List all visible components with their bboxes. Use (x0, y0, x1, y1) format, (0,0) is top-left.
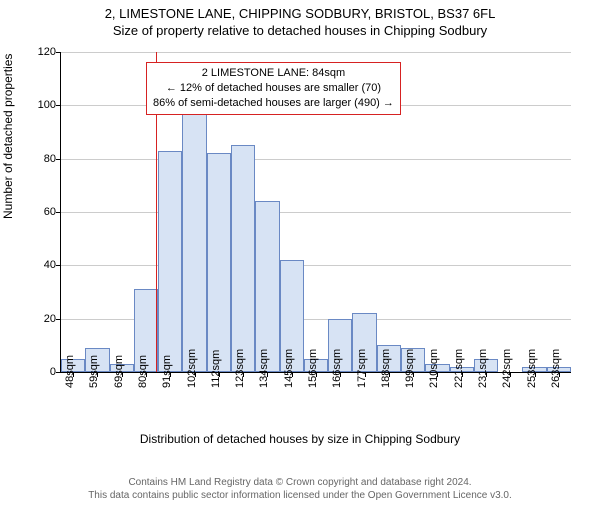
annotation-line: 86% of semi-detached houses are larger (… (153, 96, 394, 111)
plot-area: 48sqm59sqm69sqm80sqm91sqm102sqm112sqm123… (60, 52, 571, 373)
y-tick-label: 60 (26, 206, 56, 218)
y-tick-mark (56, 159, 61, 160)
y-tick-label: 40 (26, 259, 56, 271)
histogram-bar (231, 145, 255, 372)
y-tick-mark (56, 212, 61, 213)
gridline (61, 212, 571, 213)
histogram-bar (207, 153, 231, 372)
y-tick-mark (56, 372, 61, 373)
chart-container: Number of detached properties 48sqm59sqm… (0, 42, 600, 442)
footer-line-2: This data contains public sector informa… (0, 489, 600, 502)
annotation-box: 2 LIMESTONE LANE: 84sqm← 12% of detached… (146, 62, 401, 115)
gridline (61, 159, 571, 160)
histogram-bar (182, 111, 206, 372)
chart-title-description: Size of property relative to detached ho… (0, 23, 600, 38)
y-tick-label: 120 (26, 46, 56, 58)
y-tick-mark (56, 105, 61, 106)
footer-attribution: Contains HM Land Registry data © Crown c… (0, 476, 600, 502)
y-tick-mark (56, 265, 61, 266)
y-tick-label: 100 (26, 99, 56, 111)
annotation-line: ← 12% of detached houses are smaller (70… (153, 81, 394, 96)
y-axis-label: Number of detached properties (1, 54, 15, 219)
gridline (61, 265, 571, 266)
footer-line-1: Contains HM Land Registry data © Crown c… (0, 476, 600, 489)
y-tick-mark (56, 52, 61, 53)
y-tick-mark (56, 319, 61, 320)
y-tick-label: 80 (26, 153, 56, 165)
histogram-bar (158, 151, 182, 372)
annotation-line: 2 LIMESTONE LANE: 84sqm (153, 66, 394, 81)
histogram-bar (255, 201, 279, 372)
x-axis-label: Distribution of detached houses by size … (0, 432, 600, 446)
y-tick-label: 0 (26, 366, 56, 378)
chart-title-address: 2, LIMESTONE LANE, CHIPPING SODBURY, BRI… (0, 6, 600, 21)
gridline (61, 52, 571, 53)
y-tick-label: 20 (26, 313, 56, 325)
